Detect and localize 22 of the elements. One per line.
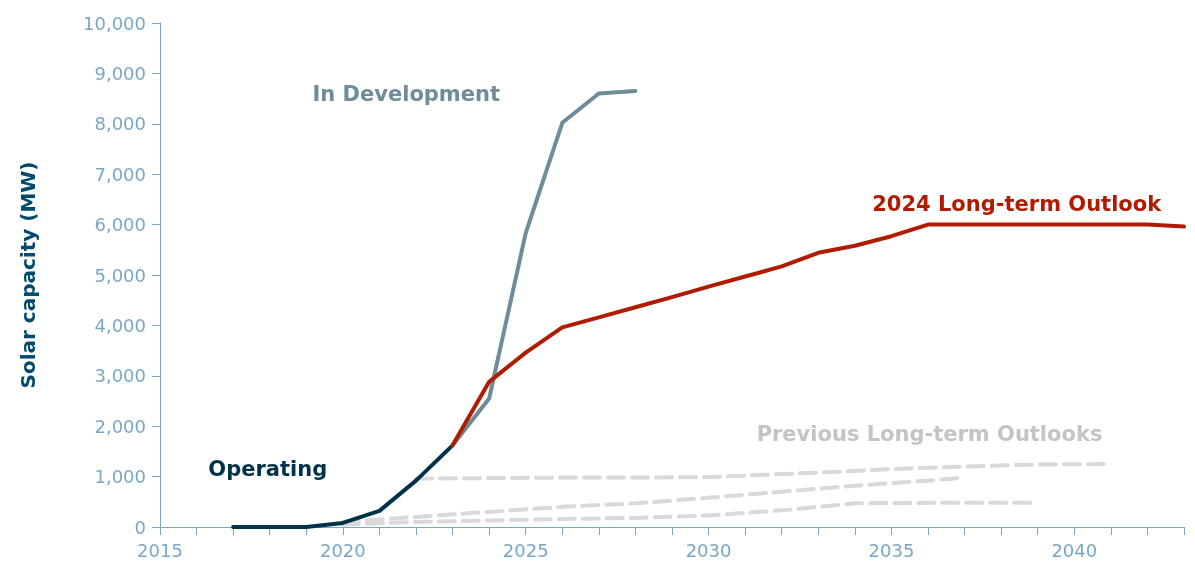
x-tick-label: 2030	[685, 539, 732, 561]
y-tick-label: 0	[134, 516, 146, 538]
y-tick-label: 10,000	[83, 12, 146, 34]
annotation: 2024 Long-term Outlook	[872, 192, 1163, 217]
y-tick-label: 2,000	[94, 415, 146, 437]
y-tick-label: 4,000	[94, 314, 146, 336]
annotation: Operating	[208, 457, 328, 482]
y-tick-label: 3,000	[94, 365, 146, 387]
x-tick-label: 2015	[137, 539, 183, 561]
annotation: In Development	[312, 81, 500, 106]
annotation: Previous Long-term Outlooks	[756, 421, 1103, 446]
y-tick-label: 9,000	[94, 62, 146, 84]
x-tick-label: 2025	[502, 539, 549, 561]
y-tick-label: 6,000	[94, 214, 146, 236]
x-tick-label: 2040	[1051, 539, 1098, 561]
y-tick-label: 5,000	[94, 264, 146, 286]
y-axis-title: Solar capacity (MW)	[16, 161, 40, 389]
y-tick-label: 1,000	[94, 466, 146, 488]
y-tick-label: 8,000	[94, 113, 146, 135]
x-tick-label: 2020	[319, 539, 366, 561]
x-tick-label: 2035	[868, 539, 915, 561]
y-tick-label: 7,000	[94, 163, 146, 185]
